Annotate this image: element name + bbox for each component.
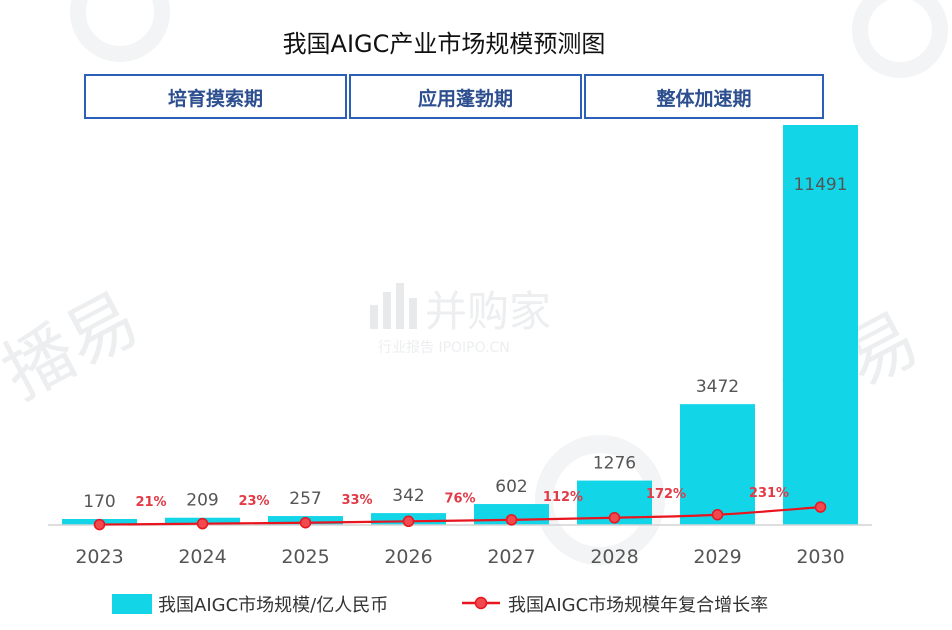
watermark-logo-icon [370, 283, 417, 329]
bar-value-label-2024: 209 [186, 491, 218, 511]
x-tick-label-2027: 2027 [487, 546, 535, 568]
growth-rate-label-7: 231% [749, 486, 789, 501]
bar-value-label-2028: 1276 [593, 454, 636, 474]
legend-line-marker [474, 596, 488, 610]
watermark-side-text-left: 播易 [0, 277, 152, 415]
legend: 我国AIGC市场规模/亿人民币 我国AIGC市场规模年复合增长率 [112, 594, 768, 616]
growth-rate-label-5: 112% [543, 490, 583, 505]
growth-point-2027 [505, 514, 518, 526]
bar-2030 [783, 125, 858, 525]
x-tick-label-2023: 2023 [75, 546, 123, 568]
growth-rate-label-6: 172% [646, 487, 686, 502]
growth-line: 21% 23% 33% 76% 112% 172% 231% [93, 486, 827, 531]
growth-point-2029 [711, 508, 724, 521]
phase-label-3: 整体加速期 [656, 87, 751, 110]
phase-box-1 [84, 74, 347, 119]
x-tick-label-2029: 2029 [693, 546, 741, 568]
bar-value-label-2027: 602 [495, 477, 527, 497]
legend-bar-label: 我国AIGC市场规模/亿人民币 [158, 595, 388, 616]
phase-box-2 [349, 74, 582, 119]
x-tick-label-2025: 2025 [281, 546, 329, 568]
growth-rate-label-2: 23% [238, 494, 269, 509]
growth-rate-label-1: 21% [135, 495, 166, 510]
phase-box-3 [584, 74, 824, 119]
growth-point-2024 [196, 517, 209, 530]
growth-point-2028 [608, 512, 621, 524]
legend-line-label: 我国AIGC市场规模年复合增长率 [508, 595, 768, 616]
x-axis-ticks: 2023 2024 2025 2026 2027 2028 2029 2030 [75, 546, 844, 568]
chart-title: 我国AIGC产业市场规模预测图 [283, 30, 606, 58]
x-tick-label-2028: 2028 [590, 546, 638, 568]
x-tick-label-2026: 2026 [384, 546, 432, 568]
bar-2029 [680, 404, 755, 525]
watermark-subtitle: 行业报告 IPOIPO.CN [378, 340, 510, 356]
growth-rate-label-4: 76% [444, 492, 475, 507]
growth-line-path [99, 506, 821, 526]
growth-point-2023 [93, 518, 106, 531]
phase-boxes: 培育摸索期 应用蓬勃期 整体加速期 [84, 74, 824, 119]
phase-label-2: 应用蓬勃期 [418, 87, 513, 110]
growth-point-2030 [814, 501, 827, 513]
bar-value-label-2029: 3472 [696, 377, 739, 397]
watermark-ring-top-left [70, 0, 170, 62]
growth-point-2026 [402, 515, 415, 528]
x-tick-label-2024: 2024 [178, 546, 226, 568]
growth-rate-label-3: 33% [341, 493, 372, 508]
bar-value-label-2023: 170 [83, 492, 115, 512]
watermark-brand: 并购家 [425, 287, 551, 336]
growth-point-2025 [299, 516, 312, 529]
bar-value-label-2025: 257 [289, 489, 321, 509]
legend-bar-swatch [112, 594, 152, 614]
bar-value-label-2026: 342 [392, 486, 424, 506]
watermark-ring-mid [535, 435, 665, 565]
x-tick-label-2030: 2030 [796, 546, 844, 568]
phase-label-1: 培育摸索期 [168, 87, 263, 110]
bar-value-label-2030: 11491 [793, 175, 847, 195]
watermark-ring-top-right [852, 0, 948, 78]
